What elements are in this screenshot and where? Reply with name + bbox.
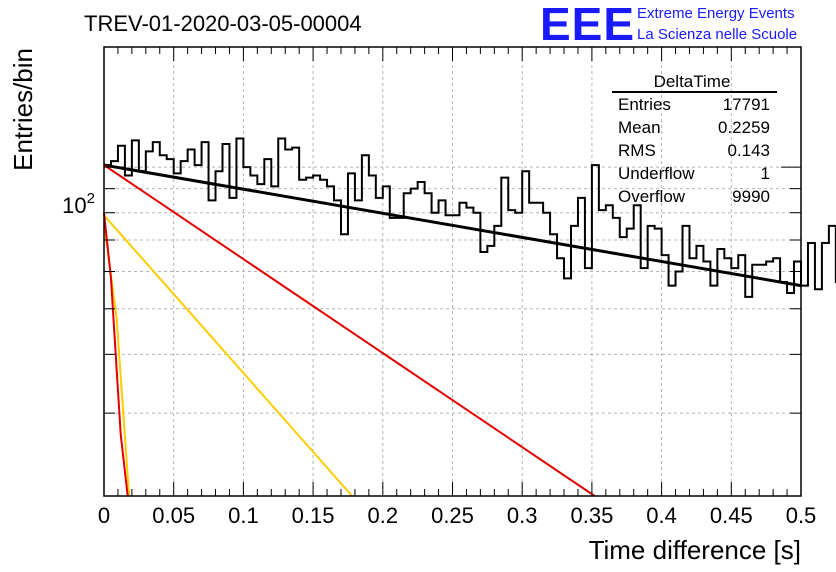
x-tick-label: 0.2 — [368, 503, 399, 528]
stats-value: 9990 — [732, 187, 770, 206]
axis-ticks — [103, 47, 802, 496]
stats-label: Underflow — [618, 164, 695, 183]
x-tick-label: 0.45 — [710, 503, 753, 528]
fit-curves — [103, 163, 802, 497]
stats-value: 17791 — [723, 95, 770, 114]
fit-curve-5 — [103, 212, 129, 497]
grid-lines — [104, 47, 801, 496]
eee-logo-line1: Extreme Energy Events — [637, 5, 795, 22]
x-tick-label: 0 — [98, 503, 110, 528]
chart-title: TREV-01-2020-03-05-00004 — [84, 11, 362, 36]
x-tick-label: 0.25 — [431, 503, 474, 528]
stats-value: 0.2259 — [718, 118, 770, 137]
stats-label: Mean — [618, 118, 661, 137]
x-tick-label: 0.05 — [152, 503, 195, 528]
stats-value: 0.143 — [727, 141, 770, 160]
fit-curve-2 — [103, 164, 596, 497]
stats-label: RMS — [618, 141, 656, 160]
x-tick-label: 0.15 — [292, 503, 335, 528]
histogram-step-line — [104, 137, 836, 298]
y-tick-base: 10 — [62, 193, 86, 218]
stats-box: DeltaTime Entries 17791 Mean 0.2259 RMS 0.143… — [612, 72, 777, 206]
x-tick-label: 0.4 — [646, 503, 677, 528]
x-axis-title: Time difference [s] — [589, 535, 801, 565]
x-tick-label: 0.35 — [570, 503, 613, 528]
fit-curve-3 — [103, 214, 353, 497]
eee-logo: EEE Extreme Energy Events La Scienza nel… — [540, 0, 797, 50]
x-tick-label: 0.5 — [786, 503, 817, 528]
y-tick-exponent: 2 — [87, 190, 95, 207]
y-tick-label-100: 102 — [62, 190, 95, 218]
fit-curve-1 — [103, 163, 802, 288]
stats-title: DeltaTime — [654, 72, 731, 91]
eee-logo-mark: EEE — [540, 0, 635, 50]
y-axis-title: Entries/bin — [8, 48, 38, 171]
x-tick-label: 0.3 — [507, 503, 538, 528]
x-tick-label: 0.1 — [228, 503, 259, 528]
histogram-bins — [104, 137, 836, 298]
stats-rows: Entries 17791 Mean 0.2259 RMS 0.143 Underflow 1… — [618, 95, 770, 206]
stats-label: Overflow — [618, 187, 686, 206]
stats-value: 1 — [761, 164, 770, 183]
x-tick-labels: 0 0.05 0.1 0.15 0.2 0.25 0.3 0.35 0.4 0.45 0.5 — [98, 503, 816, 528]
eee-logo-line2: La Scienza nelle Scuole — [637, 26, 797, 43]
stats-label: Entries — [618, 95, 671, 114]
